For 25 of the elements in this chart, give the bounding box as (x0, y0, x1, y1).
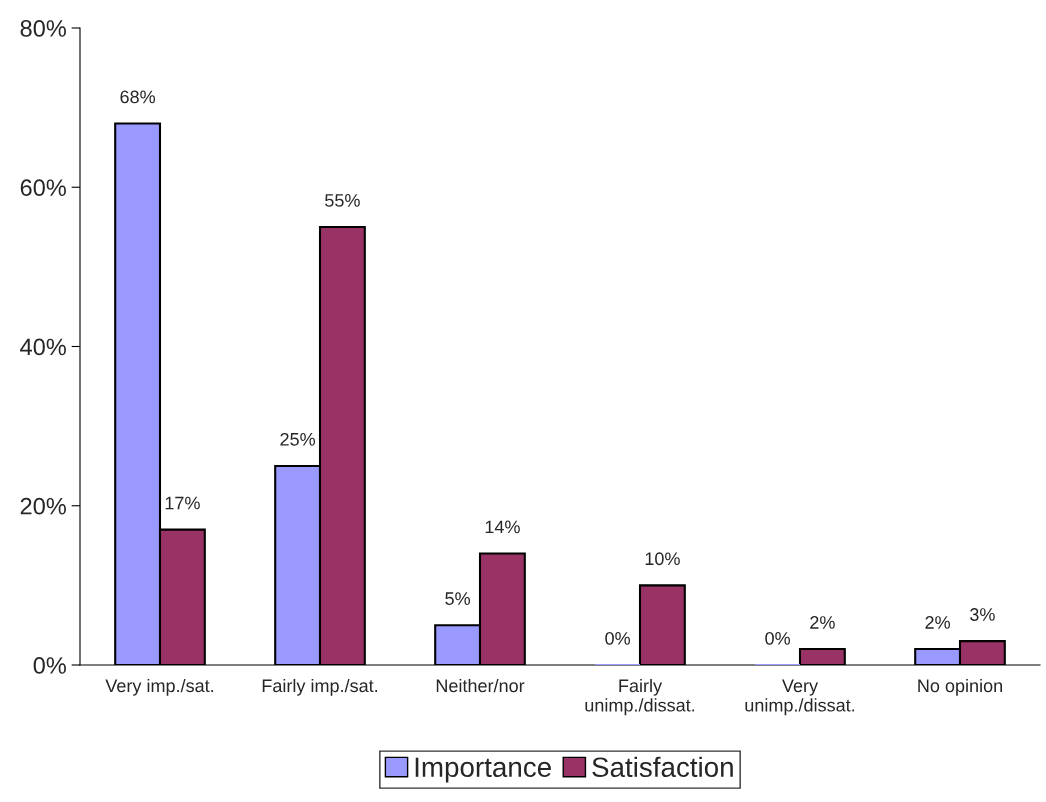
x-tick-label: Very unimp./dissat. (745, 679, 855, 716)
data-label: 25% (280, 432, 316, 446)
y-tick-label: 80% (20, 20, 66, 37)
data-label: 68% (120, 90, 156, 104)
data-label: 10% (645, 552, 680, 566)
data-label: 14% (485, 520, 520, 534)
data-label: 2% (810, 616, 835, 629)
y-tick-label: 20% (20, 497, 66, 515)
legend-label: Satisfaction (592, 756, 733, 778)
data-label: 3% (970, 608, 995, 621)
x-tick-label: Neither/nor (436, 678, 525, 693)
y-tick-label: 40% (20, 338, 66, 356)
data-label: 17% (165, 496, 200, 510)
x-tick-label: Very imp./sat. (105, 678, 214, 696)
data-label: 0% (765, 631, 791, 645)
y-tick-label: 0% (33, 657, 66, 674)
y-tick-label: 60% (20, 179, 66, 197)
data-label: 5% (445, 592, 471, 605)
x-tick-label: Fairly imp./sat. (262, 678, 378, 696)
x-tick-label: Fairly unimp./dissat. (585, 678, 695, 716)
data-label: 0% (605, 631, 631, 645)
data-label: 55% (325, 194, 360, 207)
data-label: 2% (925, 616, 951, 629)
x-tick-label: No opinion (918, 678, 1002, 696)
legend-label: Importance (415, 757, 551, 783)
